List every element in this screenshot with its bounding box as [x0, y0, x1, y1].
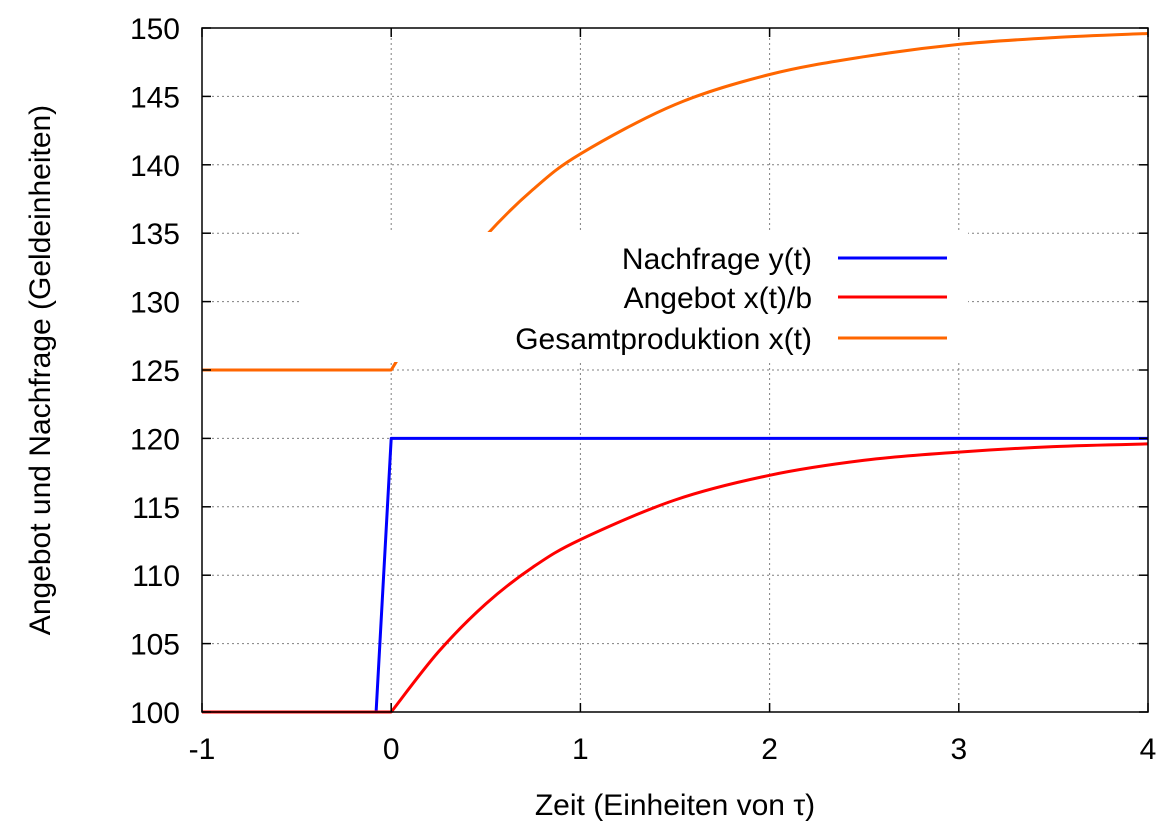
- legend-label: Nachfrage y(t): [622, 243, 812, 276]
- x-tick-label: -1: [189, 733, 216, 766]
- y-tick-label: 130: [130, 287, 180, 320]
- y-tick-label: 110: [132, 560, 180, 593]
- legend-label: Gesamtproduktion x(t): [515, 323, 812, 356]
- y-tick-label: 150: [130, 13, 180, 46]
- y-tick-label: 120: [130, 423, 180, 456]
- axis-ticks: [201, 27, 1149, 713]
- series-line: [202, 442, 1149, 714]
- y-tick-label: 105: [130, 629, 180, 662]
- y-tick-label: 140: [130, 150, 180, 183]
- y-tick-label: 145: [130, 81, 180, 114]
- x-tick-label: 2: [761, 733, 778, 766]
- x-axis-title: Zeit (Einheiten von τ): [535, 789, 815, 822]
- tick-labels: -1 0 1 2 3 4 100 105 110 115 120 125 130 135 140 145 150: [130, 13, 1156, 766]
- y-tick-label: 115: [132, 492, 180, 525]
- y-axis-title: Angebot und Nachfrage (Geldeinheiten): [24, 105, 57, 635]
- y-tick-label: 100: [130, 697, 180, 730]
- legend: Nachfrage y(t) Angebot x(t)/b Gesamtproduk…: [515, 243, 947, 356]
- x-tick-label: 4: [1140, 733, 1157, 766]
- x-tick-label: 0: [383, 733, 400, 766]
- x-tick-label: 1: [572, 733, 589, 766]
- legend-label: Angebot x(t)/b: [624, 282, 812, 315]
- y-tick-label: 125: [130, 355, 180, 388]
- x-tick-label: 3: [950, 733, 967, 766]
- y-tick-label: 135: [130, 218, 180, 251]
